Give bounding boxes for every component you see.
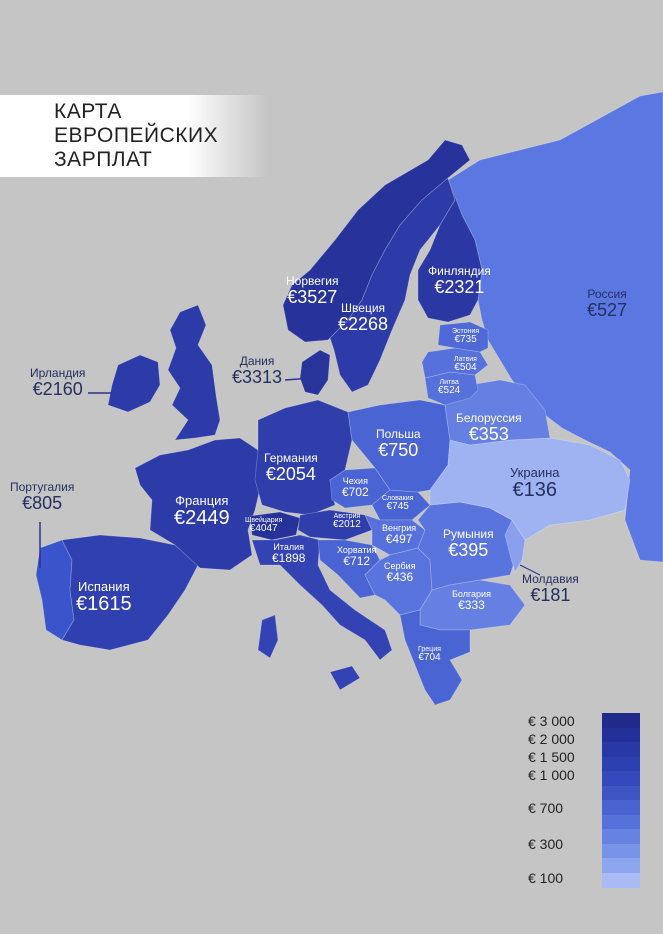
legend-swatch [602,785,640,801]
country-spain [61,534,199,651]
label-switzerland: Швейцария €4047 [245,517,283,535]
legend-label: € 1 000 [528,767,575,783]
legend-swatch [602,727,640,743]
label-ireland: Ирландия €2160 [30,366,86,399]
title-box: КАРТА ЕВРОПЕЙСКИХ ЗАРПЛАТ [0,95,268,177]
title-line-3: ЗАРПЛАТ [54,148,153,171]
legend-label: € 700 [528,800,564,816]
country-estonia [437,321,489,353]
country-ukraine [429,437,631,541]
label-estonia: Эстония €735 [452,328,480,346]
legend-swatch [602,814,640,830]
legend-swatch [602,713,640,728]
label-finland: Финляндия €2321 [428,264,491,297]
label-hungary: Венгрия €497 [382,523,417,547]
legend-swatch [602,771,640,786]
label-norway: Норвегия €3527 [286,274,339,307]
legend-swatch [602,800,640,815]
label-france: Франция €2449 [174,493,230,529]
label-russia: Россия €527 [587,287,628,320]
label-bulgaria: Болгария €333 [452,589,491,613]
island-sicily [329,665,361,691]
label-czech: Чехия €702 [342,476,369,500]
label-croatia: Хорватия €712 [337,545,377,569]
legend-swatch [602,858,640,873]
label-moldova: Молдавия €181 [522,572,579,605]
label-denmark: Дания €3313 [232,354,283,387]
country-italy [251,534,393,661]
legend-swatch [602,756,640,772]
title-line-2: ЕВРОПЕЙСКИХ [54,124,219,147]
legend-swatch [602,742,640,757]
legend-label: € 1 500 [528,749,575,765]
title-line-1: КАРТА [54,100,122,123]
label-latvia: Латвия €504 [454,356,477,374]
label-spain: Испания €1615 [76,579,132,615]
country-moldova [504,519,526,574]
country-portugal [35,539,75,641]
country-lithuania [424,371,479,406]
country-sweden [329,177,456,393]
label-lithuania: Литва €524 [438,379,461,397]
country-latvia [421,347,489,379]
island-sardinia [257,614,279,659]
leader-line-moldova [519,564,541,576]
country-france [134,437,263,571]
legend-label: € 100 [528,870,564,886]
country-greece [399,609,471,706]
label-germany: Германия €2054 [264,451,318,484]
label-serbia: Сербия €436 [384,561,416,585]
country-uk [167,304,221,441]
label-greece: Греция €704 [418,646,441,664]
label-slovakia: Словакия €745 [382,495,414,513]
label-sweden: Швеция €2268 [338,301,389,334]
label-romania: Румыния €395 [443,527,494,560]
legend-label: € 300 [528,836,564,852]
country-ireland [107,354,161,413]
label-portugal: Португалия €805 [10,480,75,513]
label-poland: Польша €750 [376,427,421,460]
legend-label: € 3 000 [528,713,575,729]
legend-swatch [602,829,640,844]
country-finland [417,177,483,323]
legend-swatch [602,843,640,859]
legend-label: € 2 000 [528,731,575,747]
country-austria [297,509,373,541]
label-italy: Италия €1898 [272,542,306,566]
label-ukraine: Украина €136 [510,465,560,501]
label-austria: Австрия €2012 [333,513,361,531]
country-switzerland [249,511,301,541]
country-denmark [299,349,331,396]
legend-swatch [602,872,640,888]
leader-line-denmark [284,377,313,381]
label-belarus: Белоруссия €353 [456,411,522,444]
